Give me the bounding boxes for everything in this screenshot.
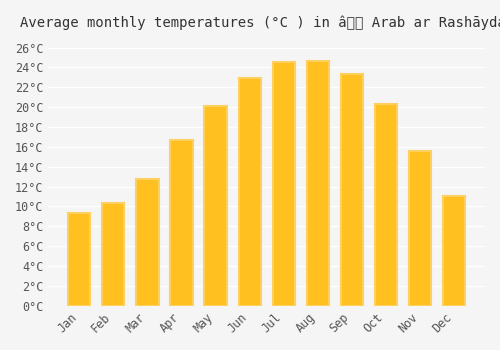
Bar [306, 62, 329, 306]
Title: Average monthly temperatures (°C ) in â Arab ar Rashāydah: Average monthly temperatures (°C ) in â… [20, 15, 500, 29]
Bar [204, 106, 227, 306]
Bar [375, 104, 397, 306]
Bar [102, 203, 124, 306]
Bar [272, 62, 295, 306]
Bar [341, 74, 363, 306]
Bar [170, 140, 192, 306]
Bar [136, 179, 158, 306]
Bar [443, 196, 465, 306]
Bar [238, 78, 260, 306]
Bar [68, 214, 90, 306]
Bar [409, 151, 431, 306]
